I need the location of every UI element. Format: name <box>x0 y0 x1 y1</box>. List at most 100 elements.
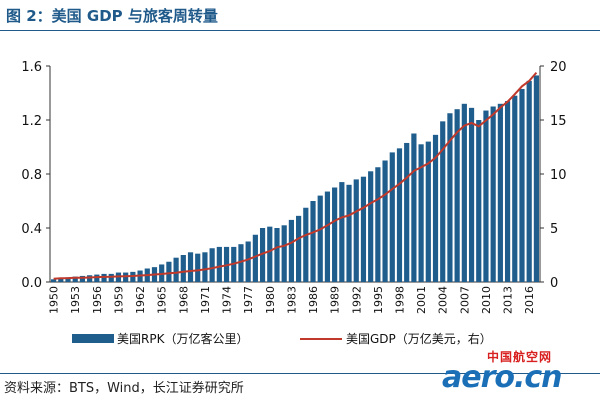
x-tick-label: 1968 <box>177 286 190 314</box>
bar-rpk <box>281 225 287 282</box>
bar-rpk <box>317 195 323 282</box>
bar-rpk <box>497 103 503 282</box>
source-note: 资料来源：BTS，Wind，长江证券研究所 <box>4 381 244 396</box>
bar-rpk <box>195 253 201 282</box>
bar-rpk <box>490 106 496 282</box>
bar-rpk <box>339 182 345 282</box>
x-tick-label: 2001 <box>415 286 428 314</box>
bar-rpk <box>58 277 64 282</box>
x-tick-label: 1953 <box>69 286 82 314</box>
x-tick-label: 1977 <box>242 286 255 314</box>
bar-rpk <box>187 252 194 282</box>
x-tick-label: 2004 <box>437 286 450 314</box>
bar-rpk <box>332 187 338 282</box>
bar-rpk <box>454 109 460 282</box>
bar-rpk <box>94 274 100 282</box>
bar-rpk <box>483 110 489 282</box>
bar-rpk <box>108 273 114 282</box>
axes-layer: 0.0 0.4 0.8 1.2 1.6 0 5 10 15 20 1950 1953 1956 1959 1… <box>21 60 566 314</box>
chart: 0.0 0.4 0.8 1.2 1.6 0 5 10 15 20 1950 1953 1956 1959 1… <box>21 60 566 346</box>
bar-rpk <box>202 252 208 282</box>
bar-rpk <box>259 228 266 282</box>
x-tick-label: 2013 <box>502 286 515 314</box>
line-gdp <box>53 71 538 280</box>
x-tick-label: 1956 <box>91 286 104 314</box>
bar-rpk <box>425 141 431 282</box>
title-rule <box>0 30 600 31</box>
y-right-tick-label: 0 <box>550 276 558 291</box>
legend: 美国RPK（万亿客公里） 美国GDP（万亿美元，右） <box>72 331 492 346</box>
bar-rpk <box>411 133 417 282</box>
bar-rpk <box>245 241 251 282</box>
bars-layer <box>51 75 539 282</box>
y-left-tick-label: 0.8 <box>21 168 42 183</box>
y-right-tick-label: 20 <box>550 60 567 75</box>
bar-rpk <box>173 257 179 282</box>
bar-rpk <box>389 152 395 282</box>
bar-rpk <box>368 171 374 282</box>
bar-rpk <box>303 207 309 282</box>
bar-rpk <box>360 176 367 282</box>
bar-rpk <box>267 226 273 282</box>
bar-rpk <box>288 219 294 282</box>
bar-rpk <box>180 255 186 282</box>
bar-rpk <box>72 276 78 282</box>
y-left-tick-label: 1.6 <box>21 60 42 75</box>
watermark: 中国航空网 aero.cn <box>440 348 598 398</box>
bar-rpk <box>296 215 302 282</box>
bar-rpk <box>101 273 107 282</box>
legend-label-rpk: 美国RPK（万亿客公里） <box>117 331 248 346</box>
bar-rpk <box>216 246 222 282</box>
bar-rpk <box>79 275 86 282</box>
bar-rpk <box>447 113 453 282</box>
bar-rpk <box>274 228 280 282</box>
bar-rpk <box>252 234 258 282</box>
bar-rpk <box>519 88 525 282</box>
bar-rpk <box>375 167 381 282</box>
bar-rpk <box>404 142 410 282</box>
bar-rpk <box>324 191 331 282</box>
bar-rpk <box>468 107 475 282</box>
bar-rpk <box>382 160 388 282</box>
x-tick-label: 1992 <box>350 286 363 314</box>
bar-rpk <box>504 101 511 282</box>
bar-rpk <box>51 279 57 282</box>
line-layer <box>53 71 538 280</box>
x-tick-label: 2010 <box>480 286 493 314</box>
bar-rpk <box>526 80 532 282</box>
x-tick-label: 2007 <box>458 286 471 314</box>
x-tick-label: 1950 <box>48 286 61 314</box>
bar-rpk <box>512 95 518 282</box>
bar-rpk <box>238 244 244 282</box>
bar-rpk <box>396 148 403 282</box>
legend-label-gdp: 美国GDP（万亿美元，右） <box>346 331 492 346</box>
x-tick-label: 1974 <box>221 286 234 314</box>
bar-rpk <box>209 248 215 282</box>
x-tick-label: 1998 <box>393 286 406 314</box>
y-left-tick-label: 0.4 <box>21 222 42 237</box>
bar-rpk <box>461 103 467 282</box>
x-tick-label: 1989 <box>329 286 342 314</box>
legend-swatch-rpk <box>72 334 114 343</box>
bar-rpk <box>418 144 424 282</box>
x-tick-label: 1995 <box>372 286 385 314</box>
x-tick-label: 1983 <box>285 286 298 314</box>
bar-rpk <box>310 201 316 282</box>
source-rule <box>0 373 600 374</box>
x-tick-label: 2016 <box>523 286 536 314</box>
y-right-tick-label: 10 <box>550 168 567 183</box>
figure-title: 图 2：美国 GDP 与旅客周转量 <box>6 7 218 25</box>
x-tick-label: 1965 <box>156 286 169 314</box>
bar-rpk <box>166 261 172 282</box>
y-left-tick-label: 0.0 <box>21 276 42 291</box>
x-tick-label: 1971 <box>199 286 212 314</box>
bar-rpk <box>123 272 129 282</box>
x-tick-label: 1980 <box>264 286 277 314</box>
bar-rpk <box>476 120 482 282</box>
bar-rpk <box>353 179 359 282</box>
bar-rpk <box>87 275 93 282</box>
bar-rpk <box>533 75 539 282</box>
bar-rpk <box>346 184 352 282</box>
bar-rpk <box>440 121 446 282</box>
x-tick-label: 1986 <box>307 286 320 314</box>
